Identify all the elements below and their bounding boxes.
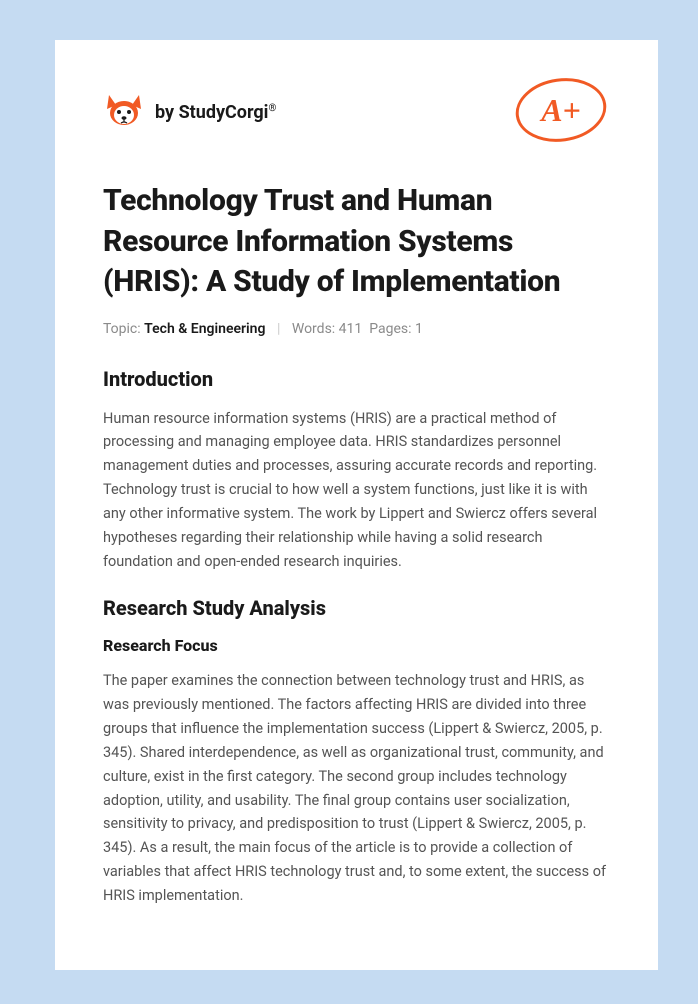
brand: by StudyCorgi®: [103, 91, 276, 133]
pages-label: Pages:: [369, 321, 411, 337]
brand-text: by StudyCorgi®: [155, 102, 276, 123]
topic-label: Topic:: [103, 321, 141, 337]
pages-value: 1: [415, 321, 423, 337]
corgi-logo-icon: [103, 91, 145, 133]
focus-heading: Research Focus: [103, 636, 610, 655]
brand-mark: ®: [268, 103, 276, 114]
words-label: Words:: [292, 321, 335, 337]
document-card: by StudyCorgi® A+ Technology Trust and H…: [55, 40, 658, 970]
analysis-heading: Research Study Analysis: [103, 596, 610, 620]
page-title: Technology Trust and Human Resource Info…: [103, 181, 610, 303]
brand-name: StudyCorgi: [179, 102, 269, 123]
words-value: 411: [339, 321, 363, 337]
grade-text: A+: [539, 92, 581, 128]
brand-prefix: by: [155, 102, 174, 123]
intro-body: Human resource information systems (HRIS…: [103, 407, 610, 574]
grade-badge-icon: A+: [512, 75, 610, 149]
intro-heading: Introduction: [103, 367, 610, 391]
meta-row: Topic: Tech & Engineering | Words: 411 P…: [103, 321, 610, 337]
header-row: by StudyCorgi® A+: [103, 75, 610, 149]
focus-body: The paper examines the connection betwee…: [103, 669, 610, 908]
meta-separator: |: [277, 321, 280, 337]
topic-link[interactable]: Tech & Engineering: [144, 321, 265, 337]
